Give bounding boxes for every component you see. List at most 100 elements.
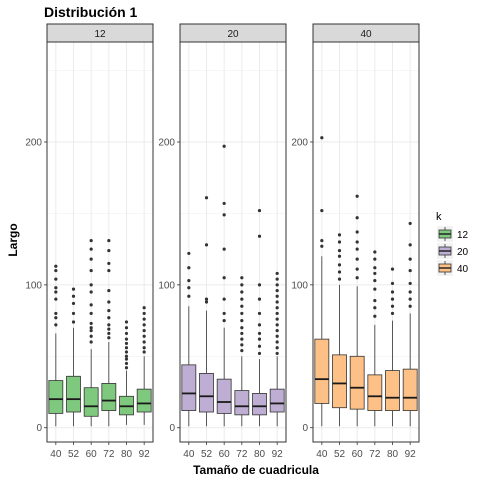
outlier-point (275, 334, 279, 338)
outlier-point (107, 300, 111, 304)
outlier-point (355, 194, 359, 198)
legend: k 12 20 40 (436, 211, 469, 276)
x-tick-label: 60 (219, 449, 231, 460)
outlier-point (320, 208, 324, 213)
outlier-point (355, 276, 359, 280)
outlier-point (89, 334, 93, 338)
box-body (402, 368, 418, 411)
outlier-point (320, 136, 324, 140)
x-tick-label: 52 (201, 449, 213, 460)
box-body (101, 383, 117, 411)
outlier-point (107, 238, 111, 243)
box-body (332, 354, 347, 409)
legend-title: k (436, 211, 442, 223)
x-tick-label: 80 (121, 449, 133, 460)
outlier-point (337, 240, 342, 244)
outlier-point (142, 350, 146, 354)
outlier-point (373, 306, 377, 310)
outlier-point (222, 247, 226, 251)
outlier-point (240, 276, 244, 280)
panel-background (180, 42, 286, 442)
outlier-point (275, 351, 279, 356)
outlier-point (240, 304, 244, 308)
outlier-point (390, 297, 395, 301)
y-tick-label: 0 (169, 423, 175, 434)
outlier-point (204, 297, 209, 301)
outlier-point (355, 240, 359, 244)
outlier-point (124, 357, 129, 361)
box-20-92 (269, 271, 285, 427)
outlier-point (107, 288, 111, 293)
outlier-point (71, 287, 76, 291)
outlier-point (71, 320, 76, 324)
outlier-point (257, 311, 262, 316)
outlier-point (275, 277, 279, 281)
box-body (385, 370, 400, 411)
panel-background (313, 42, 419, 442)
outlier-point (275, 323, 279, 327)
outlier-point (257, 331, 262, 336)
box-20-52 (199, 196, 214, 427)
outlier-point (204, 243, 209, 247)
x-tick-label: 52 (68, 449, 80, 460)
strip-label: 40 (360, 29, 372, 40)
outlier-point (390, 267, 395, 271)
outlier-point (142, 340, 146, 344)
box-body (252, 393, 267, 416)
outlier-point (355, 230, 359, 234)
strip-label: 20 (227, 29, 239, 40)
outlier-point (257, 283, 262, 287)
panel-border (46, 41, 154, 443)
box-40-80 (385, 267, 400, 427)
outlier-point (89, 290, 93, 294)
panel-background (47, 42, 153, 442)
x-tick-label: 72 (103, 449, 115, 460)
outlier-point (275, 317, 279, 321)
box-body (314, 338, 330, 404)
box-40-40 (314, 136, 330, 427)
box-body (234, 390, 250, 416)
box-20-40 (181, 251, 197, 427)
outlier-point (240, 318, 244, 323)
outlier-point (240, 297, 244, 301)
outlier-point (124, 341, 129, 346)
outlier-point (222, 201, 226, 206)
outlier-point (222, 213, 226, 217)
x-tick-label: 72 (369, 449, 381, 460)
strip-label: 12 (94, 29, 106, 40)
outlier-point (89, 311, 93, 316)
outlier-point (275, 288, 279, 293)
outlier-point (240, 348, 244, 353)
legend-label: 20 (457, 247, 469, 258)
y-tick-label: 0 (36, 423, 42, 434)
x-tick-label: 92 (405, 449, 417, 460)
outlier-point (373, 298, 377, 303)
outlier-point (373, 271, 377, 276)
outlier-point (89, 340, 93, 344)
outlier-point (390, 290, 395, 294)
outlier-point (54, 297, 58, 301)
y-tick-label: 100 (25, 280, 42, 291)
box-body (269, 388, 285, 413)
outlier-point (107, 308, 111, 313)
box-40-52 (332, 233, 347, 427)
x-tick-label: 40 (316, 449, 328, 460)
outlier-point (337, 233, 342, 237)
x-tick-label: 92 (139, 449, 151, 460)
outlier-point (222, 311, 226, 316)
outlier-point (408, 281, 412, 286)
outlier-point (373, 287, 377, 291)
box-body (349, 355, 365, 410)
outlier-point (107, 323, 111, 327)
box-body (83, 387, 99, 417)
outlier-point (355, 267, 359, 271)
outlier-point (408, 221, 412, 226)
panel-border (179, 41, 287, 443)
outlier-point (373, 278, 377, 283)
outlier-point (240, 290, 244, 294)
outlier-point (337, 248, 342, 253)
outlier-point (54, 268, 58, 273)
outlier-point (257, 208, 262, 213)
legend-label: 12 (457, 230, 469, 241)
